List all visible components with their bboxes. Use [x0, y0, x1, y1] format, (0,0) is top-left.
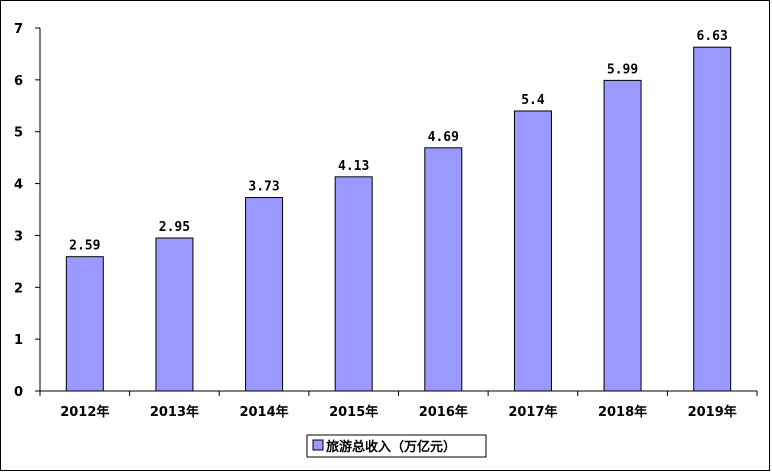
legend: 旅游总收入（万亿元）	[306, 434, 487, 458]
data-label: 2.95	[159, 220, 190, 235]
data-label: 6.63	[697, 29, 728, 44]
bar	[603, 79, 642, 392]
y-tick-label: 3	[14, 229, 23, 244]
bar	[334, 176, 373, 392]
bar	[245, 197, 284, 392]
bar	[693, 46, 732, 392]
y-tick-label: 4	[14, 178, 23, 193]
x-tick-label: 2014年	[239, 404, 288, 420]
bar	[424, 147, 463, 392]
legend-label: 旅游总收入（万亿元）	[326, 439, 456, 455]
data-label: 3.73	[248, 180, 279, 195]
bar	[65, 256, 104, 392]
data-label: 5.99	[607, 62, 638, 77]
y-tick-label: 2	[14, 281, 23, 296]
x-tick-label: 2017年	[508, 404, 557, 420]
labels-layer: 2.59 2012年 2.95 2013年 3.73 2014年 4.13 2015年 4.69…	[60, 29, 737, 420]
x-tick-label: 2012年	[60, 404, 109, 420]
x-tick-label: 2013年	[150, 404, 199, 420]
x-tick-label: 2018年	[598, 404, 647, 420]
x-tick-label: 2016年	[419, 404, 468, 420]
legend-box	[306, 434, 487, 458]
data-label: 4.13	[338, 159, 369, 174]
x-tick-label: 2015年	[329, 404, 378, 420]
legend-swatch	[312, 439, 324, 451]
y-tick-label: 7	[14, 22, 23, 37]
y-tick-label: 1	[14, 333, 23, 348]
data-label: 2.59	[69, 239, 100, 254]
bar	[155, 237, 194, 392]
data-label: 5.4	[521, 93, 545, 108]
y-tick-label: 0	[14, 385, 23, 400]
x-tick-label: 2019年	[688, 404, 737, 420]
y-tick-label: 6	[14, 74, 23, 89]
y-tick-label: 5	[14, 126, 23, 141]
data-label: 4.69	[428, 130, 459, 145]
bar	[513, 110, 552, 392]
axes-layer: 0 1 2 3 4 5 6 7	[14, 22, 758, 400]
